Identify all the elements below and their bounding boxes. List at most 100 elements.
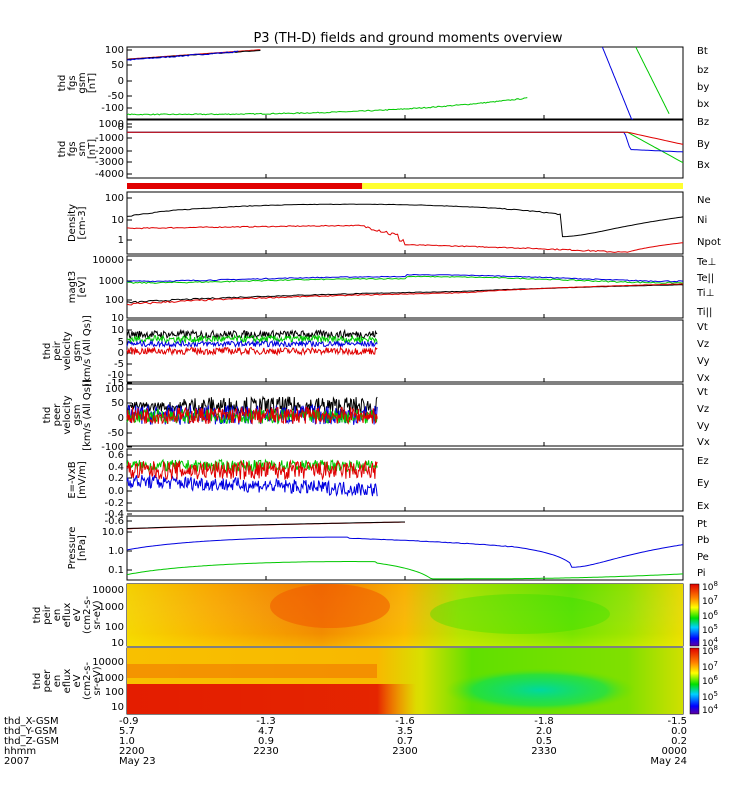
colorbar-exponent: 8 xyxy=(713,644,717,652)
time-row-value: 1.0 xyxy=(119,736,135,747)
y-axis-label: Pressure [nPa] xyxy=(67,527,88,570)
y-tick-label: 1 xyxy=(118,235,124,246)
legend-entry: Pe xyxy=(697,552,709,563)
y-axis-label-line: E=-VxB xyxy=(67,461,78,498)
time-row-value: -1.6 xyxy=(395,716,415,727)
y-axis-label-line: Density xyxy=(67,204,78,242)
series-bx xyxy=(126,50,239,61)
time-row-value: 0000 xyxy=(662,746,687,757)
time-row-value: 0.5 xyxy=(536,736,552,747)
y-axis-label-line: sm xyxy=(77,142,88,157)
legend-entry: Ni xyxy=(697,215,707,226)
colorbar-label: 105 xyxy=(702,690,718,703)
y-axis-label-line: eV xyxy=(72,608,83,621)
y-axis-label-line: peer xyxy=(52,403,63,427)
time-row-value: 4.7 xyxy=(258,726,274,737)
legend-entry: Vx xyxy=(697,373,710,384)
legend-entry: Te|| xyxy=(696,273,714,284)
y-axis-label: Density [cm-3] xyxy=(67,204,88,242)
time-row-label: thd_Z-GSM xyxy=(4,736,59,747)
y-axis-label-line: [mV/m] xyxy=(77,461,88,499)
y-tick-label: -4000 xyxy=(95,169,124,180)
series-Ti-perp xyxy=(126,273,684,283)
legend-entry: By xyxy=(697,139,710,150)
y-axis-label-line: magt3 xyxy=(67,271,78,304)
colorbar-exponent: 6 xyxy=(713,674,718,682)
y-tick-label: 0 xyxy=(118,348,124,359)
y-axis-label-line: peir xyxy=(52,340,63,360)
series-Ez xyxy=(126,459,378,481)
y-tick-label: 10 xyxy=(111,638,124,649)
y-axis-label-line: peir xyxy=(42,604,53,624)
series-el-Vz xyxy=(126,406,378,425)
colorbar-peer xyxy=(689,647,700,715)
legend-entry: Vy xyxy=(697,421,710,432)
y-axis-label-line: [nPa] xyxy=(77,535,88,561)
series-Pe xyxy=(126,561,684,580)
y-axis-label-line: [nT] xyxy=(87,139,98,159)
legend-entry: Bx xyxy=(697,160,710,171)
time-row-value: 2330 xyxy=(531,746,556,757)
legend-entry: by xyxy=(697,82,709,93)
legend-entry: bz xyxy=(697,65,709,76)
y-axis-label-line: thd xyxy=(57,75,68,92)
time-axis: thd_X-GSM -0.9 -1.3 -1.6 -1.8 -1.5 thd_Y-GSM 5.… xyxy=(4,716,687,767)
peir-spectrogram-shade xyxy=(127,584,683,646)
y-tick-label: 0.1 xyxy=(108,565,124,576)
y-tick-label: 1.0 xyxy=(108,546,124,557)
y-axis-label-line: sr-eV) xyxy=(92,600,103,629)
y-axis-label-line: eflux xyxy=(62,603,73,628)
y-axis-label-line: [nT] xyxy=(87,73,98,93)
y-axis-label-line: peer xyxy=(42,669,53,693)
y-axis-label-line: [km/s (All Qs)] xyxy=(82,379,93,451)
series-Bz xyxy=(127,131,684,145)
y-tick-label: -5 xyxy=(114,359,124,370)
series-el-Vt xyxy=(126,395,378,419)
series-Ex xyxy=(126,474,378,498)
legend-entry: Ez xyxy=(697,456,709,467)
y-axis-label-line: thd xyxy=(32,673,43,690)
series-Ne xyxy=(126,224,684,253)
y-axis-label: thd peir velocity gsm [km/s (All Qs)] xyxy=(42,315,93,387)
colorbar-exponent: 7 xyxy=(713,660,717,668)
y-tick-label: 100 xyxy=(105,622,124,633)
time-row-label: hhmm xyxy=(4,746,36,757)
legend-entry: Ne xyxy=(697,195,711,206)
time-row-label: thd_X-GSM xyxy=(4,716,59,727)
y-axis-label-line: thd xyxy=(57,141,68,158)
panel-frame xyxy=(126,319,684,383)
time-row-label: 2007 xyxy=(4,756,29,767)
colorbar-peir xyxy=(689,583,700,647)
colorbar-exponent: 8 xyxy=(713,580,717,588)
time-row-value: -1.5 xyxy=(667,716,687,727)
colorbar-exponent: 5 xyxy=(713,690,717,698)
time-row-value: -1.8 xyxy=(534,716,554,727)
y-axis-label: thd peer en eflux eV (cm2-s-sr-eV) xyxy=(32,662,103,700)
y-axis-label-line: Pressure xyxy=(67,527,78,570)
peer-spectrogram xyxy=(127,648,683,714)
y-axis-label-line: sr-eV) xyxy=(92,666,103,695)
y-axis-label-line: velocity xyxy=(62,395,73,434)
colorbar-exponent: 7 xyxy=(713,594,717,602)
y-tick-label: 10 xyxy=(111,215,124,226)
series-Ti-par xyxy=(126,275,684,284)
y-tick-label: 10000 xyxy=(92,657,124,668)
y-axis-label-line: fgs xyxy=(67,141,78,156)
y-axis-label: thd peer velocity gsm [km/s (All Qs)] xyxy=(42,379,93,451)
y-tick-label: 100 xyxy=(105,193,124,204)
colorbar-exponent: 5 xyxy=(713,623,717,631)
y-tick-label: 100 xyxy=(105,687,124,698)
y-axis-label-line: thd xyxy=(32,607,43,624)
series-By xyxy=(127,131,684,164)
legend-entry: Pt xyxy=(697,519,707,530)
y-axis-label-line: gsm xyxy=(77,72,88,93)
y-axis-label-line: thd xyxy=(42,343,53,360)
y-tick-label: 100 xyxy=(105,384,124,395)
colorbar-exponent: 4 xyxy=(713,703,718,711)
time-row-value: 3.5 xyxy=(397,726,413,737)
legend-entry: Bz xyxy=(697,117,709,128)
